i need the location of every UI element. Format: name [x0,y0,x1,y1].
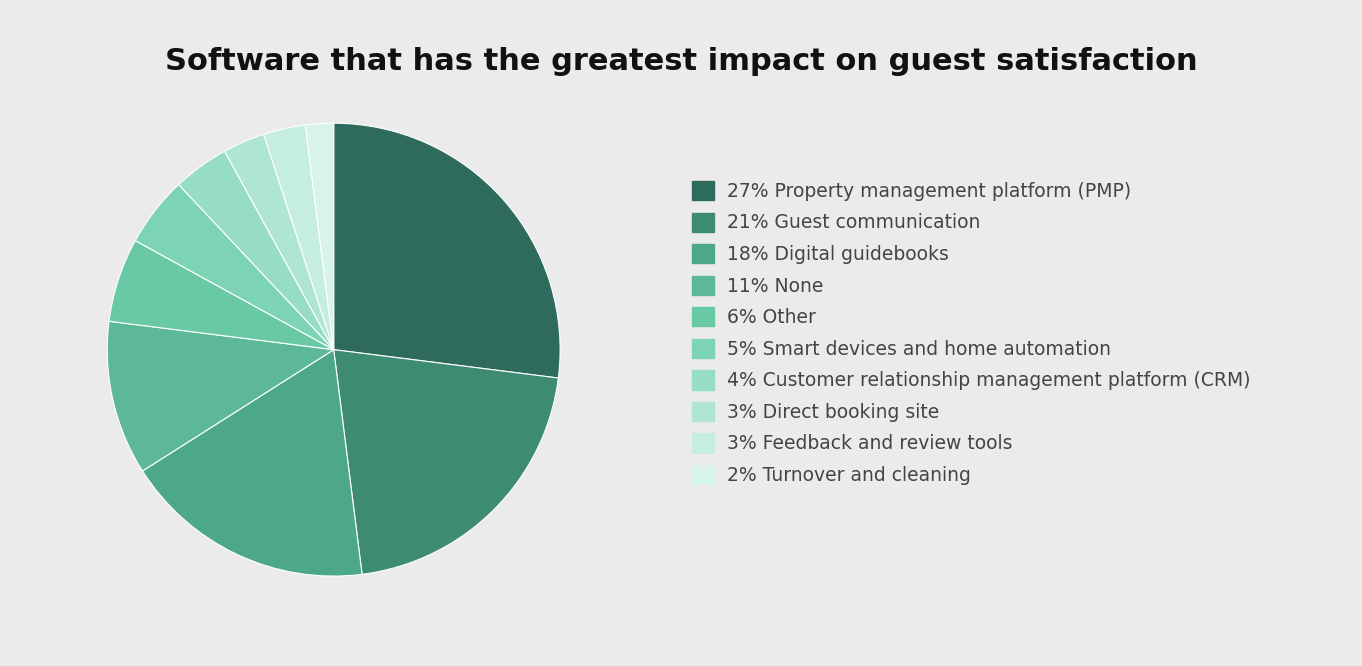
Wedge shape [264,125,334,350]
Wedge shape [108,321,334,471]
Wedge shape [109,240,334,350]
Legend: 27% Property management platform (PMP), 21% Guest communication, 18% Digital gui: 27% Property management platform (PMP), … [682,172,1260,494]
Text: Software that has the greatest impact on guest satisfaction: Software that has the greatest impact on… [165,47,1197,76]
Wedge shape [135,184,334,350]
Wedge shape [225,135,334,350]
Wedge shape [143,350,362,576]
Wedge shape [178,151,334,350]
Wedge shape [334,350,558,574]
Wedge shape [334,123,560,378]
Wedge shape [305,123,334,350]
